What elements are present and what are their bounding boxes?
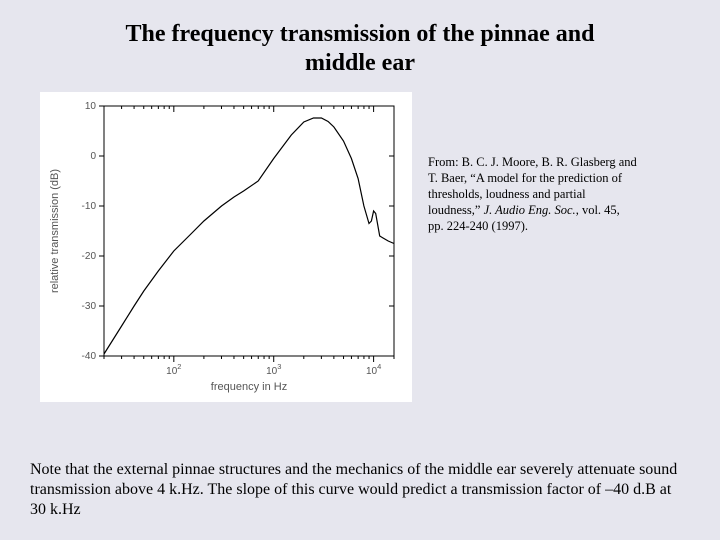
content-row: -40 -30 -20 -10 0 10 102 103 104 frequency in Hz r… <box>30 92 690 442</box>
svg-text:102: 102 <box>166 362 181 377</box>
svg-text:-30: -30 <box>82 301 97 312</box>
transmission-chart: -40 -30 -20 -10 0 10 102 103 104 frequency in Hz r… <box>40 92 412 402</box>
chart-svg: -40 -30 -20 -10 0 10 102 103 104 frequency in Hz r… <box>40 92 412 402</box>
citation-journal: J. Audio Eng. Soc. <box>484 203 576 217</box>
svg-text:relative transmission (dB): relative transmission (dB) <box>49 169 61 293</box>
svg-text:104: 104 <box>366 362 381 377</box>
svg-text:10: 10 <box>85 101 97 112</box>
svg-text:0: 0 <box>90 151 96 162</box>
svg-text:103: 103 <box>266 362 281 377</box>
svg-text:-20: -20 <box>82 251 97 262</box>
svg-text:-10: -10 <box>82 201 97 212</box>
footnote-text: Note that the external pinnae structures… <box>30 460 690 520</box>
citation-text: From: B. C. J. Moore, B. R. Glasberg and… <box>428 154 638 234</box>
title-line-1: The frequency transmission of the pinnae… <box>126 21 595 47</box>
svg-text:frequency in Hz: frequency in Hz <box>211 381 287 393</box>
slide: The frequency transmission of the pinnae… <box>0 0 720 540</box>
title-line-2: middle ear <box>305 50 415 76</box>
slide-title: The frequency transmission of the pinnae… <box>30 20 690 78</box>
svg-text:-40: -40 <box>82 351 97 362</box>
